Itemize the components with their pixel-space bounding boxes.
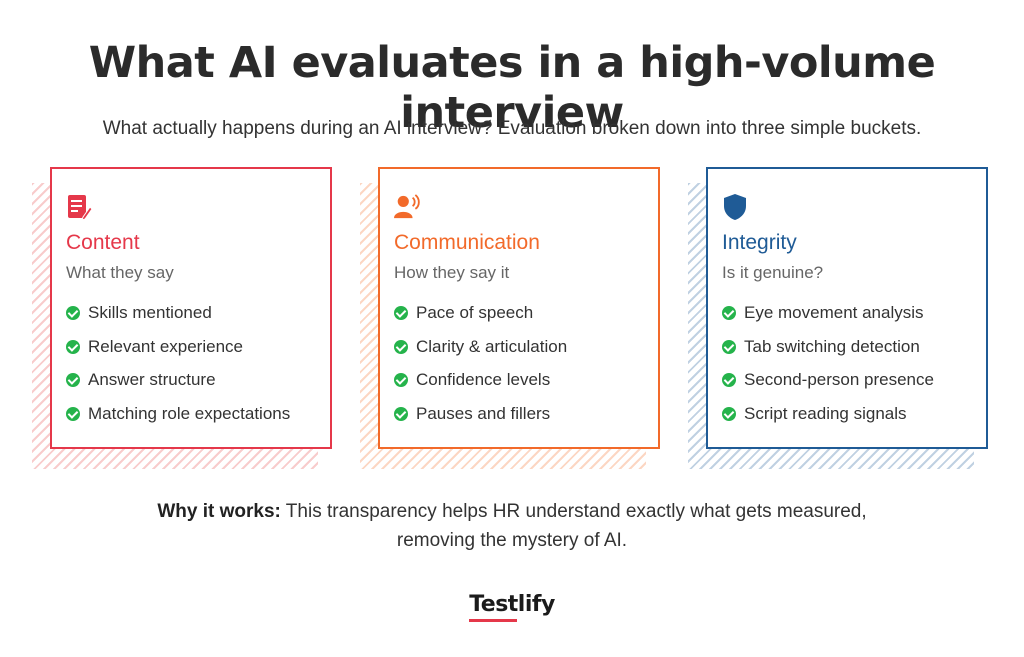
card-communication: Communication How they say it Pace of sp… [378,167,660,449]
check-circle-icon [394,373,408,387]
logo-underline [469,619,518,622]
card-title: Content [66,231,140,254]
list-item: Tab switching detection [722,337,934,371]
list-item: Second-person presence [722,370,934,404]
check-circle-icon [66,306,80,320]
check-circle-icon [66,339,80,354]
list-item: Eye movement analysis [722,303,934,337]
check-circle-icon [722,406,736,421]
document-edit-icon [68,195,92,221]
brand-logo: Testlify [0,592,1024,622]
check-circle-icon [66,373,80,387]
list-item: Pauses and fillers [394,404,567,438]
shield-icon [724,194,746,220]
card-subtitle: How they say it [394,263,510,282]
check-circle-icon [722,306,736,320]
card-title: Communication [394,231,540,254]
check-circle-icon [394,339,408,354]
card-integrity: Integrity Is it genuine? Eye movement an… [706,167,988,449]
footer-lead: Why it works: [157,501,281,522]
card-subtitle: Is it genuine? [722,263,824,282]
check-circle-icon [394,306,408,320]
check-circle-icon [722,373,736,387]
list-item: Script reading signals [722,404,934,438]
card-content: Content What they say Skills mentioned R… [50,167,332,449]
list-item: Skills mentioned [66,303,290,337]
speaking-person-icon [394,194,420,219]
list-item: Pace of speech [394,303,567,337]
list-item: Clarity & articulation [394,337,567,371]
page-subtitle: What actually happens during an AI inter… [102,118,922,139]
check-circle-icon [394,406,408,421]
check-circle-icon [66,406,80,421]
footer-line-2: removing the mystery of AI. [396,530,628,551]
page-title: What AI evaluates in a high-volume inter… [88,38,936,138]
logo-text: Testlify [469,592,555,617]
card-subtitle: What they say [66,263,174,282]
list-item: Confidence levels [394,370,567,404]
footer-line-1: This transparency helps HR understand ex… [280,501,867,522]
list-item: Answer structure [66,370,290,404]
footer-note: Why it works: This transparency helps HR… [0,497,1024,555]
list-item: Relevant experience [66,337,290,371]
list-item: Matching role expectations [66,404,290,438]
check-circle-icon [722,339,736,354]
card-title: Integrity [722,231,797,254]
